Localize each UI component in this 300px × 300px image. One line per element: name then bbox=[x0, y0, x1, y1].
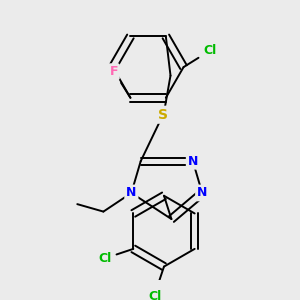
Text: N: N bbox=[197, 187, 207, 200]
Text: F: F bbox=[110, 65, 118, 78]
Text: N: N bbox=[126, 187, 136, 200]
Text: N: N bbox=[188, 155, 198, 168]
Text: S: S bbox=[158, 108, 168, 122]
Text: Cl: Cl bbox=[203, 44, 216, 57]
Text: Cl: Cl bbox=[99, 252, 112, 265]
Text: Cl: Cl bbox=[148, 290, 161, 300]
